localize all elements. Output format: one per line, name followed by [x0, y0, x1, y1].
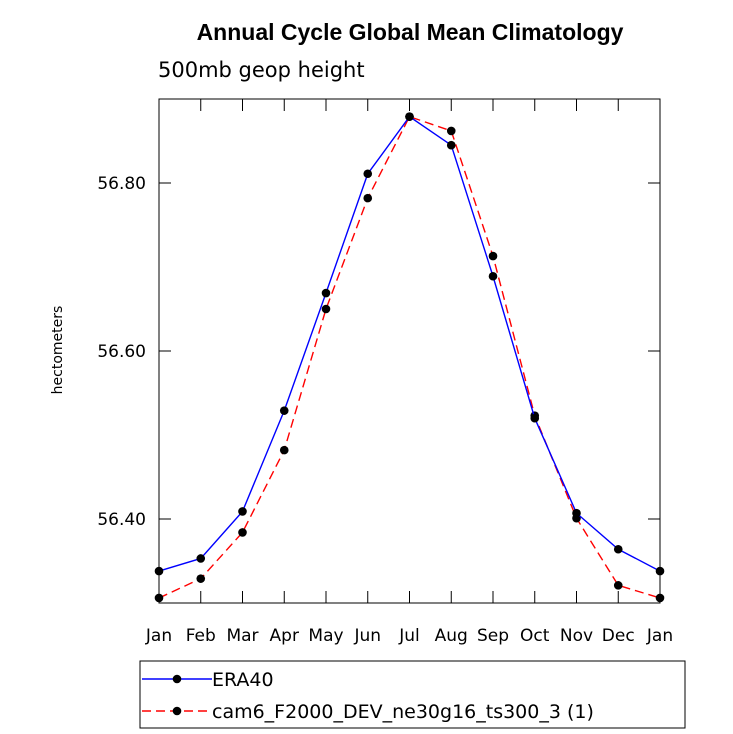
- chart-subtitle: 500mb geop height: [158, 58, 365, 82]
- y-axis-label: hectometers: [50, 306, 66, 395]
- legend-marker: [172, 706, 182, 716]
- data-point: [154, 566, 164, 576]
- data-point: [279, 445, 289, 455]
- x-tick-label: Apr: [270, 626, 299, 646]
- x-axis: Jan Feb Mar Apr May Jun Jul Aug Sep Oct Nov Dec Jan: [145, 99, 673, 646]
- data-point: [613, 544, 623, 554]
- y-axis: 56.40 56.60 56.80: [97, 174, 660, 530]
- x-tick-label: Feb: [186, 626, 216, 646]
- data-point: [238, 528, 247, 537]
- data-point: [196, 574, 206, 583]
- chart-title: Annual Cycle Global Mean Climatology: [197, 19, 624, 45]
- data-point: [488, 251, 498, 261]
- data-point: [363, 193, 373, 203]
- data-point: [405, 112, 414, 121]
- data-point: [446, 126, 456, 136]
- legend-label: cam6_F2000_DEV_ne30g16_ts300_3 (1): [212, 701, 594, 723]
- data-point: [488, 271, 498, 281]
- data-point: [446, 140, 456, 150]
- x-tick-label: Nov: [560, 626, 593, 646]
- x-tick-label: May: [308, 626, 343, 646]
- data-point: [154, 593, 164, 603]
- series-line: [158, 115, 661, 599]
- series-layer: [154, 112, 665, 603]
- legend: ERA40 cam6_F2000_DEV_ne30g16_ts300_3 (1): [142, 669, 594, 723]
- legend-box: [139, 660, 686, 729]
- data-point: [655, 566, 665, 576]
- x-tick-label: Jul: [398, 626, 420, 646]
- y-tick-label: 56.60: [97, 342, 146, 362]
- data-point: [321, 304, 331, 314]
- data-point: [530, 413, 540, 423]
- x-tick-label: Jan: [145, 626, 172, 646]
- x-tick-label: Dec: [602, 626, 635, 646]
- plot-frame: [158, 98, 661, 604]
- y-tick-label: 56.40: [97, 510, 146, 530]
- legend-label: ERA40: [212, 669, 274, 691]
- data-point: [655, 593, 665, 603]
- x-tick-label: Oct: [520, 626, 550, 646]
- legend-marker: [172, 674, 182, 684]
- y-tick-label: 56.80: [97, 174, 146, 194]
- x-tick-label: Aug: [435, 626, 468, 646]
- data-point: [613, 581, 623, 590]
- series-line: [158, 115, 661, 572]
- data-point: [572, 508, 581, 518]
- data-point: [196, 554, 206, 563]
- x-tick-label: Sep: [477, 626, 509, 646]
- x-tick-label: Jan: [646, 626, 673, 646]
- data-point: [238, 507, 247, 516]
- x-tick-label: Jun: [353, 626, 381, 646]
- x-tick-label: Mar: [226, 626, 258, 646]
- data-point: [279, 406, 289, 415]
- data-point: [321, 288, 331, 298]
- data-point: [363, 169, 373, 179]
